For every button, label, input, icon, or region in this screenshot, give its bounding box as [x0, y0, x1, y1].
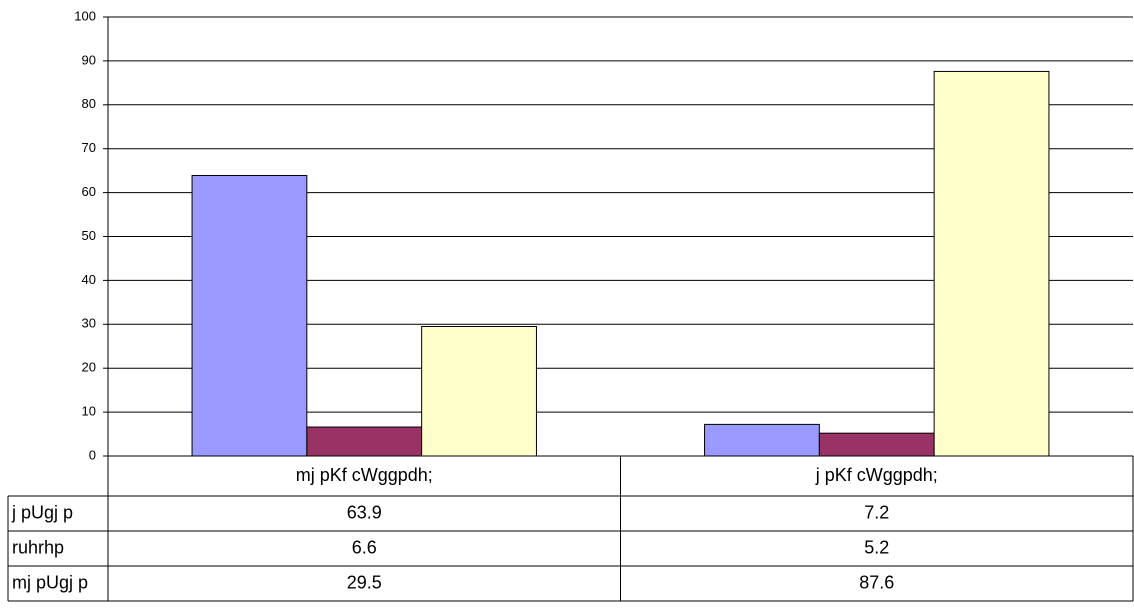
y-tick-label: 40	[82, 272, 96, 287]
bar	[818, 432, 935, 457]
y-tick-label: 100	[74, 8, 96, 23]
table-value: 29.5	[347, 572, 382, 592]
legend-label: ruhrhp	[12, 537, 64, 557]
bar	[306, 426, 423, 457]
bar	[704, 423, 820, 457]
bar	[933, 70, 1050, 457]
y-tick-label: 0	[89, 447, 96, 462]
table-value: 87.6	[859, 572, 894, 592]
y-tick-label: 70	[82, 140, 96, 155]
table-value: 6.6	[352, 537, 377, 557]
x-tick-label: j pKf cWggpdh;	[815, 465, 938, 485]
legend-label: j pUgj p	[11, 502, 73, 522]
y-tick-label: 90	[82, 52, 96, 67]
table-value: 63.9	[347, 502, 382, 522]
legend-label: mj pUgj p	[12, 572, 88, 592]
y-tick-label: 30	[82, 316, 96, 331]
table-value: 5.2	[864, 537, 889, 557]
table-value: 7.2	[864, 502, 889, 522]
y-tick-label: 10	[82, 404, 96, 419]
y-tick-label: 50	[82, 228, 96, 243]
y-tick-label: 60	[82, 184, 96, 199]
y-tick-label: 20	[82, 360, 96, 375]
y-tick-label: 80	[82, 96, 96, 111]
bar	[191, 174, 308, 457]
bar	[421, 325, 537, 457]
x-tick-label: mj pKf cWggpdh;	[296, 465, 433, 485]
